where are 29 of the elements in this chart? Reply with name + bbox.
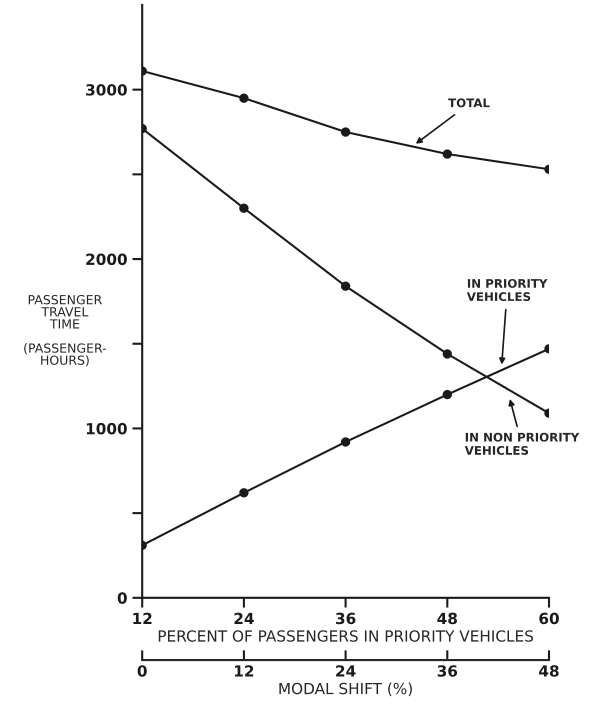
y-tick-label: 3000 bbox=[86, 84, 127, 96]
x-tick-label: 36 bbox=[336, 612, 356, 624]
x2-tick-label: 0 bbox=[138, 665, 147, 677]
point bbox=[340, 127, 350, 137]
y-tick-label: 2000 bbox=[86, 254, 127, 266]
x-tick-label: 60 bbox=[539, 612, 559, 624]
annotation: IN PRIORITY VEHICLES bbox=[466, 278, 548, 302]
annotation: TOTAL bbox=[448, 98, 490, 108]
x2-tick-label: 48 bbox=[539, 665, 559, 677]
x-tick-label: 48 bbox=[437, 612, 457, 624]
point bbox=[239, 488, 249, 498]
point bbox=[239, 93, 249, 103]
x-tick-label: 12 bbox=[133, 612, 152, 624]
x2-tick-label: 36 bbox=[438, 665, 458, 677]
x2-tick-label: 12 bbox=[234, 665, 254, 677]
point bbox=[239, 204, 249, 213]
point bbox=[442, 149, 452, 159]
x2-axis-title: MODAL SHIFT (%) bbox=[279, 682, 412, 696]
y-axis-title: PASSENGER TRAVEL TIME (PASSENGER- HOURS) bbox=[24, 294, 106, 366]
x2-tick-label: 24 bbox=[336, 665, 356, 677]
point bbox=[442, 390, 452, 400]
point bbox=[340, 281, 350, 291]
point bbox=[442, 349, 452, 359]
x-axis-title: PERCENT OF PASSENGERS IN PRIORITY VEHICLES bbox=[158, 630, 534, 642]
y-tick-label: 0 bbox=[118, 592, 127, 604]
x-tick-label: 24 bbox=[234, 612, 254, 624]
y-tick-label: 1000 bbox=[86, 422, 127, 434]
point bbox=[340, 437, 350, 447]
annotation: IN NON PRIORITY VEHICLES bbox=[464, 432, 580, 455]
